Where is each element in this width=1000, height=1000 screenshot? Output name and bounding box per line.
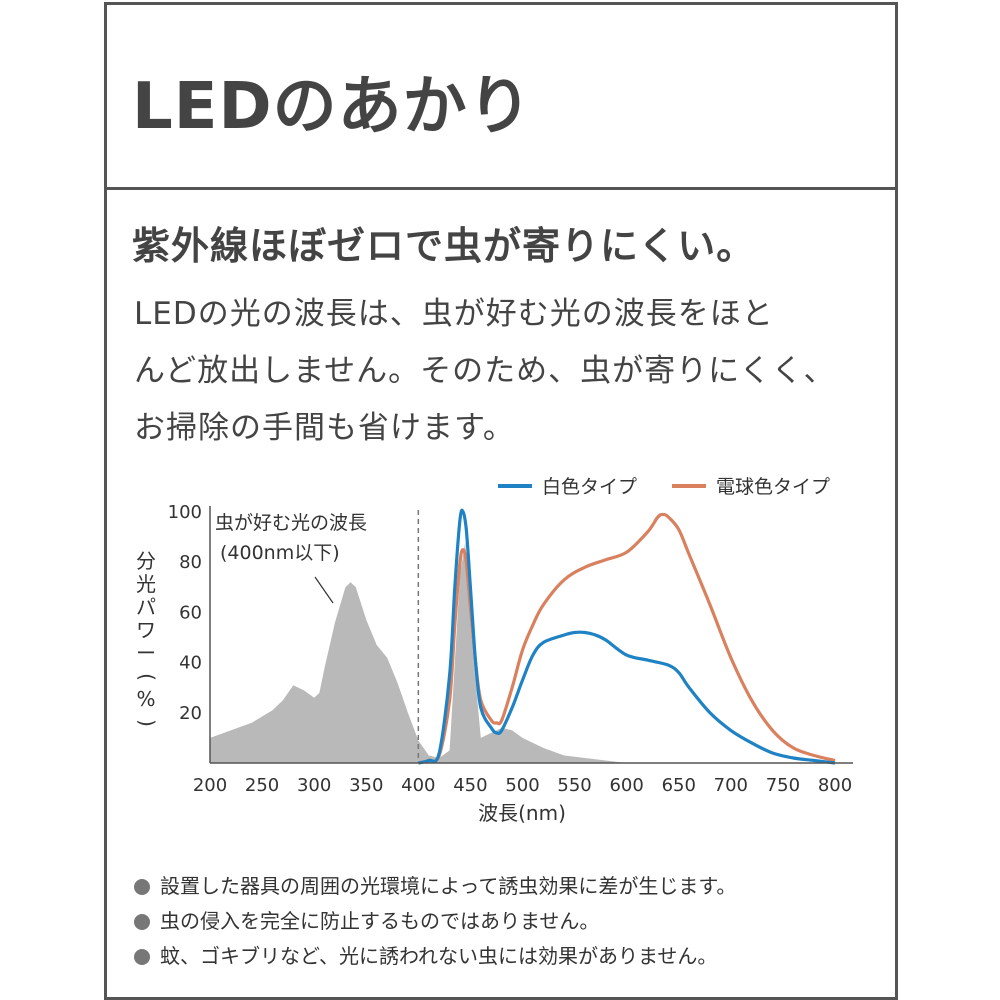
legend: 白色タイプ 電球色タイプ [498, 476, 830, 498]
y-axis-label-char: ー [136, 641, 156, 665]
y-axis-label-char: ) [135, 719, 159, 727]
note-text: 設置した器具の周囲の光環境によって誘虫効果に差が生じます。 [160, 874, 737, 898]
x-tick-label: 600 [609, 775, 643, 796]
y-axis-label-char: パ [136, 595, 156, 619]
spectrum-chart: 200 250 300 350 400 450 500 550 600 650 700 750 800 … [135, 476, 853, 825]
page-title: LEDのあかり [132, 70, 533, 144]
insect-area-layer [210, 542, 627, 763]
bullet-icon [134, 914, 150, 930]
x-tick-label: 200 [193, 775, 227, 796]
legend-label-bulb: 電球色タイプ [716, 476, 830, 498]
x-tick-label: 300 [297, 775, 331, 796]
x-axis-label: 波長(nm) [478, 801, 566, 825]
y-tick-label: 20 [179, 703, 202, 724]
body-line-2: んど放出しません。そのため、虫が寄りにくく、 [134, 353, 836, 389]
y-axis-label-char: ( [135, 673, 159, 681]
x-tick-label: 350 [349, 775, 383, 796]
y-axis-label-char: 光 [136, 572, 156, 596]
body-line-1: LEDの光の波長は、虫が好む光の波長をほと [134, 296, 774, 332]
note-item-3: 蚊、ゴキブリなど、光に誘われない虫には効果がありません。 [134, 940, 717, 969]
body-line-3: お掃除の手間も省けます。 [134, 410, 515, 446]
x-tick-label: 550 [557, 775, 591, 796]
bullet-icon [134, 949, 150, 965]
subtitle: 紫外線ほぼゼロで虫が寄りにくい。 [132, 224, 756, 268]
x-tick-labels: 200 250 300 350 400 450 500 550 600 650 700 750 800 [193, 775, 852, 796]
x-tick-label: 500 [505, 775, 539, 796]
x-tick-label: 250 [245, 775, 279, 796]
y-tick-label: 40 [179, 653, 202, 674]
bullet-icon [134, 879, 150, 895]
header-divider [104, 187, 898, 190]
x-tick-label: 700 [714, 775, 748, 796]
x-tick-label: 750 [766, 775, 800, 796]
note-item-2: 虫の侵入を完全に防止するものではありません。 [134, 905, 599, 934]
y-tick-label: 60 [179, 602, 202, 623]
annotation-line-2: (400nm以下) [220, 542, 340, 564]
y-tick-label: 80 [179, 552, 202, 573]
note-text: 蚊、ゴキブリなど、光に誘われない虫には効果がありません。 [160, 944, 718, 968]
annotation-line-1: 虫が好む光の波長 [215, 512, 367, 534]
x-tick-label: 450 [453, 775, 487, 796]
y-axis-label-char: 分 [136, 549, 156, 573]
y-axis-label-char: ワ [136, 618, 156, 642]
x-tick-label: 800 [818, 775, 852, 796]
x-tick-label: 650 [662, 775, 696, 796]
legend-label-white: 白色タイプ [542, 476, 637, 498]
insect-wavelength-area [210, 542, 627, 763]
series-line-bulb [417, 512, 836, 765]
x-tick-label: 400 [401, 775, 435, 796]
note-text: 虫の侵入を完全に防止するものではありません。 [160, 909, 600, 933]
y-tick-labels: 20 40 60 80 100 [168, 502, 202, 724]
series-line-white [417, 508, 836, 765]
y-axis-label-char: % [136, 687, 155, 711]
y-tick-label: 100 [168, 502, 202, 523]
note-item-1: 設置した器具の周囲の光環境によって誘虫効果に差が生じます。 [134, 870, 736, 899]
series-layer [417, 508, 836, 765]
page-frame [104, 2, 898, 1000]
annotation-pointer [314, 576, 334, 604]
